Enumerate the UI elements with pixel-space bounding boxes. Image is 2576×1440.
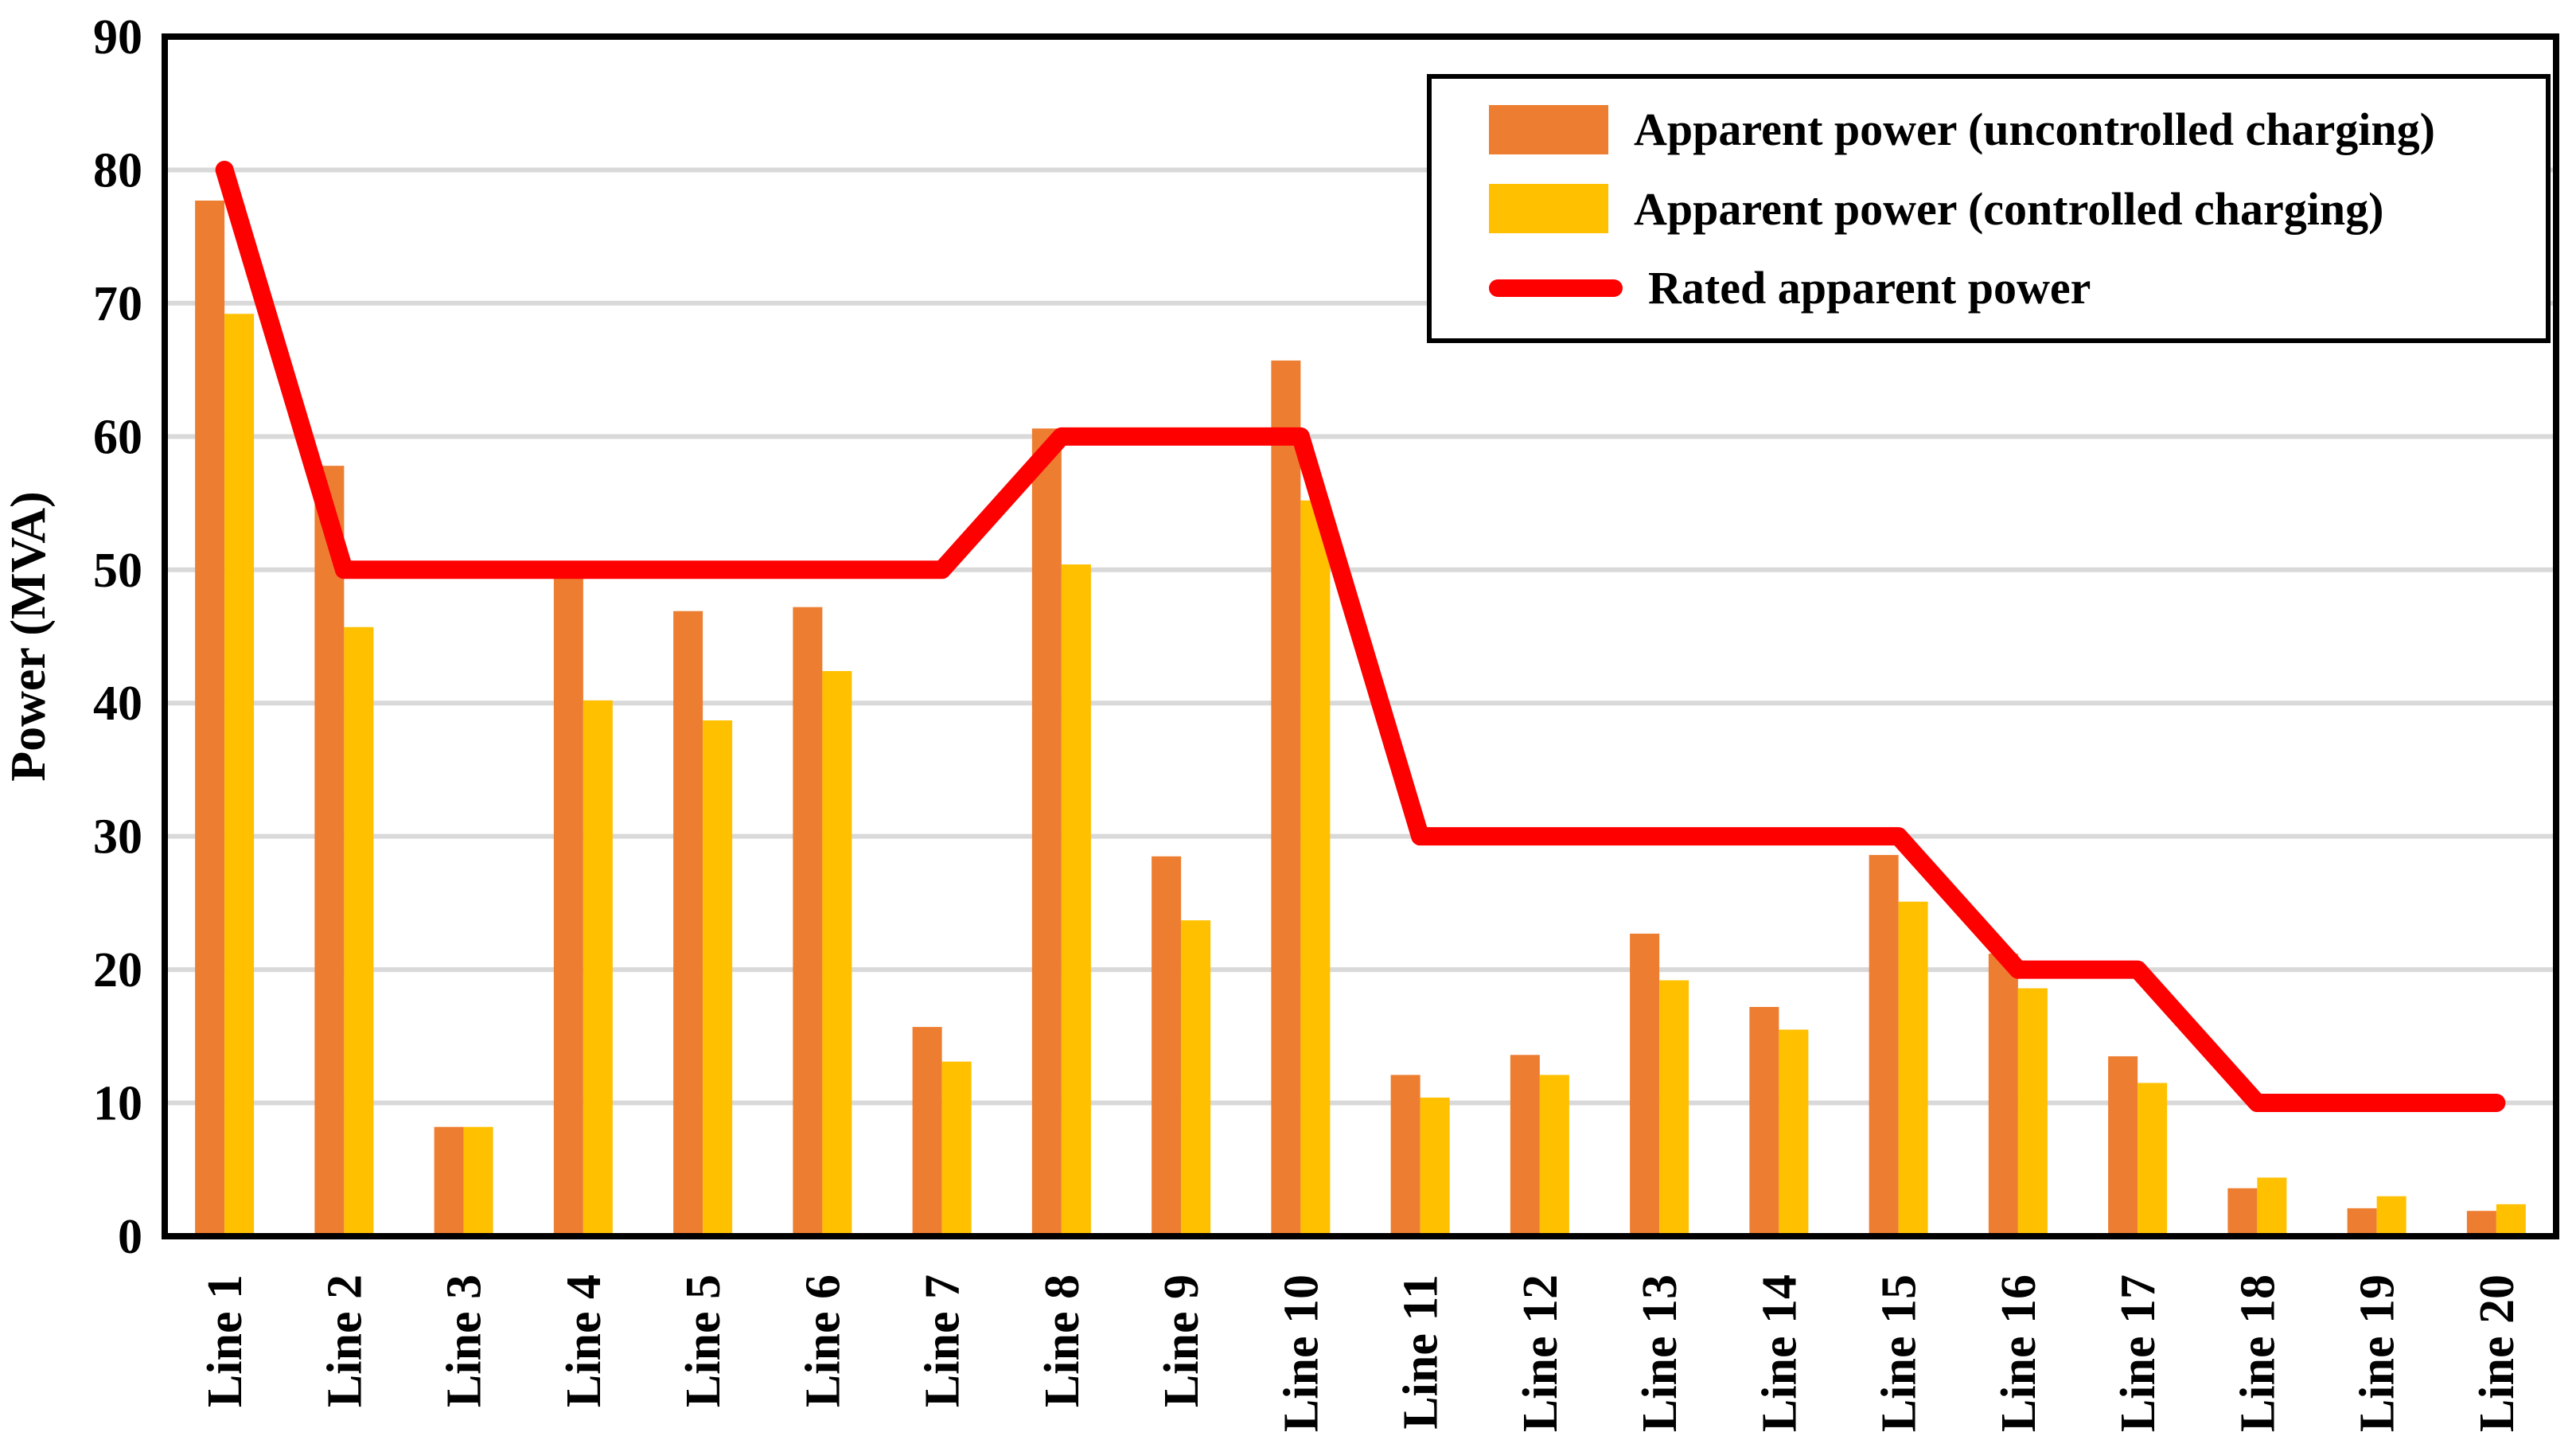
rated-line-swatch bbox=[1489, 279, 1623, 297]
y-tick-label-90: 90 bbox=[93, 10, 142, 64]
bar-controlled-13 bbox=[1659, 980, 1689, 1236]
bar-uncontrolled-7 bbox=[912, 1027, 942, 1236]
x-label-16: Line 16 bbox=[1992, 1274, 2046, 1432]
x-label-3: Line 3 bbox=[438, 1274, 492, 1407]
bar-uncontrolled-6 bbox=[793, 607, 823, 1236]
bar-uncontrolled-20 bbox=[2466, 1211, 2496, 1236]
uncontrolled-series-swatch bbox=[1489, 104, 1608, 154]
bar-uncontrolled-18 bbox=[2227, 1188, 2258, 1236]
bar-uncontrolled-13 bbox=[1630, 933, 1660, 1236]
bar-uncontrolled-2 bbox=[314, 466, 345, 1236]
y-tick-label-80: 80 bbox=[93, 143, 142, 197]
x-label-13: Line 13 bbox=[1633, 1274, 1687, 1432]
x-label-4: Line 4 bbox=[557, 1274, 611, 1407]
bar-uncontrolled-11 bbox=[1390, 1075, 1421, 1236]
bar-controlled-10 bbox=[1300, 500, 1331, 1236]
x-label-12: Line 12 bbox=[1514, 1274, 1568, 1432]
bar-controlled-7 bbox=[941, 1061, 972, 1236]
x-label-15: Line 15 bbox=[1873, 1274, 1927, 1432]
bar-controlled-11 bbox=[1420, 1097, 1450, 1236]
bar-uncontrolled-8 bbox=[1031, 428, 1062, 1236]
y-tick-label-70: 70 bbox=[93, 277, 142, 331]
x-label-11: Line 11 bbox=[1394, 1274, 1448, 1430]
bar-uncontrolled-1 bbox=[195, 200, 225, 1236]
y-tick-label-40: 40 bbox=[93, 677, 142, 731]
y-tick-label-30: 30 bbox=[93, 810, 142, 864]
y-tick-label-20: 20 bbox=[93, 943, 142, 997]
bar-controlled-20 bbox=[2496, 1204, 2526, 1236]
bar-controlled-3 bbox=[463, 1126, 493, 1236]
x-label-10: Line 10 bbox=[1274, 1274, 1328, 1432]
bar-controlled-8 bbox=[1061, 564, 1091, 1236]
x-label-18: Line 18 bbox=[2231, 1274, 2285, 1432]
bar-controlled-15 bbox=[1898, 901, 1928, 1236]
x-label-9: Line 9 bbox=[1155, 1274, 1209, 1407]
bar-uncontrolled-9 bbox=[1152, 856, 1182, 1236]
legend-label-uncontrolled: Apparent power (uncontrolled charging) bbox=[1634, 103, 2435, 155]
bar-controlled-9 bbox=[1181, 920, 1211, 1236]
bar-controlled-16 bbox=[2017, 988, 2048, 1236]
legend-item-rated: Rated apparent power bbox=[1489, 261, 2530, 314]
bar-controlled-5 bbox=[703, 720, 733, 1236]
y-axis-title: Power (MVA) bbox=[2, 491, 56, 781]
bar-uncontrolled-14 bbox=[1749, 1006, 1779, 1236]
bar-uncontrolled-17 bbox=[2108, 1056, 2138, 1236]
y-tick-label-60: 60 bbox=[93, 410, 142, 464]
x-label-17: Line 17 bbox=[2111, 1274, 2165, 1432]
bar-controlled-17 bbox=[2138, 1083, 2168, 1236]
x-label-14: Line 14 bbox=[1752, 1274, 1806, 1432]
bar-uncontrolled-15 bbox=[1869, 855, 1899, 1236]
legend: Apparent power (uncontrolled charging) A… bbox=[1427, 74, 2551, 343]
bar-controlled-19 bbox=[2376, 1196, 2406, 1236]
bar-controlled-2 bbox=[344, 626, 374, 1236]
x-label-20: Line 20 bbox=[2470, 1274, 2524, 1432]
x-label-8: Line 8 bbox=[1035, 1274, 1089, 1407]
bar-uncontrolled-12 bbox=[1510, 1055, 1540, 1236]
bar-controlled-12 bbox=[1539, 1075, 1569, 1236]
legend-item-controlled: Apparent power (controlled charging) bbox=[1489, 182, 2530, 236]
legend-label-rated: Rated apparent power bbox=[1648, 262, 2091, 314]
bar-controlled-14 bbox=[1779, 1029, 1809, 1236]
bar-uncontrolled-16 bbox=[1988, 954, 2018, 1236]
bar-uncontrolled-19 bbox=[2347, 1208, 2377, 1236]
x-label-2: Line 2 bbox=[318, 1274, 372, 1407]
controlled-series-swatch bbox=[1489, 184, 1608, 233]
bar-controlled-6 bbox=[822, 671, 852, 1236]
x-label-19: Line 19 bbox=[2351, 1274, 2405, 1432]
bar-controlled-18 bbox=[2257, 1177, 2287, 1236]
legend-label-controlled: Apparent power (controlled charging) bbox=[1634, 182, 2384, 235]
legend-item-uncontrolled: Apparent power (uncontrolled charging) bbox=[1489, 103, 2530, 156]
x-label-1: Line 1 bbox=[198, 1274, 252, 1407]
bar-uncontrolled-4 bbox=[553, 572, 583, 1236]
x-label-7: Line 7 bbox=[916, 1274, 970, 1407]
plot-border bbox=[162, 33, 2559, 1239]
bar-controlled-4 bbox=[583, 700, 613, 1236]
bar-controlled-1 bbox=[224, 314, 255, 1237]
bar-uncontrolled-10 bbox=[1271, 360, 1301, 1236]
rated-apparent-power-line bbox=[215, 160, 2506, 1113]
x-label-6: Line 6 bbox=[796, 1274, 850, 1407]
bar-uncontrolled-5 bbox=[673, 611, 703, 1236]
y-tick-label-10: 10 bbox=[93, 1077, 142, 1131]
y-tick-label-50: 50 bbox=[93, 544, 142, 598]
bar-uncontrolled-3 bbox=[434, 1126, 464, 1236]
y-tick-label-0: 0 bbox=[118, 1210, 142, 1264]
x-label-5: Line 5 bbox=[676, 1274, 731, 1407]
